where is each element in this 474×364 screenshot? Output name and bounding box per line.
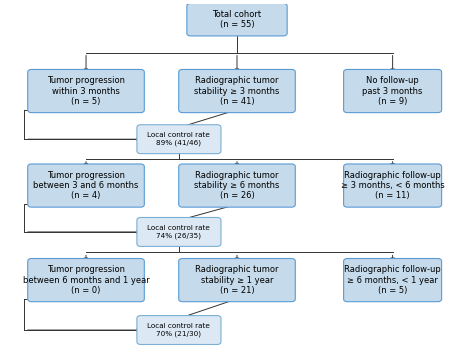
FancyBboxPatch shape bbox=[179, 164, 295, 207]
FancyBboxPatch shape bbox=[137, 218, 221, 246]
FancyBboxPatch shape bbox=[28, 70, 144, 112]
FancyBboxPatch shape bbox=[28, 258, 144, 302]
FancyBboxPatch shape bbox=[137, 316, 221, 344]
Text: Tumor progression
within 3 months
(n = 5): Tumor progression within 3 months (n = 5… bbox=[47, 76, 125, 106]
FancyBboxPatch shape bbox=[28, 164, 144, 207]
FancyBboxPatch shape bbox=[187, 4, 287, 36]
Text: Tumor progression
between 3 and 6 months
(n = 4): Tumor progression between 3 and 6 months… bbox=[33, 171, 139, 201]
FancyBboxPatch shape bbox=[179, 258, 295, 302]
Text: Local control rate
70% (21/30): Local control rate 70% (21/30) bbox=[147, 323, 210, 337]
Text: Radiographic tumor
stability ≥ 1 year
(n = 21): Radiographic tumor stability ≥ 1 year (n… bbox=[195, 265, 279, 295]
Text: Total cohort
(n = 55): Total cohort (n = 55) bbox=[212, 10, 262, 29]
Text: Radiographic tumor
stability ≥ 6 months
(n = 26): Radiographic tumor stability ≥ 6 months … bbox=[194, 171, 280, 201]
Text: Local control rate
74% (26/35): Local control rate 74% (26/35) bbox=[147, 225, 210, 239]
FancyBboxPatch shape bbox=[137, 125, 221, 154]
Text: Radiographic follow-up
≥ 6 months, < 1 year
(n = 5): Radiographic follow-up ≥ 6 months, < 1 y… bbox=[344, 265, 441, 295]
FancyBboxPatch shape bbox=[344, 70, 442, 112]
Text: Tumor progression
between 6 months and 1 year
(n = 0): Tumor progression between 6 months and 1… bbox=[23, 265, 149, 295]
FancyBboxPatch shape bbox=[344, 164, 442, 207]
Text: Local control rate
89% (41/46): Local control rate 89% (41/46) bbox=[147, 132, 210, 146]
Text: Radiographic tumor
stability ≥ 3 months
(n = 41): Radiographic tumor stability ≥ 3 months … bbox=[194, 76, 280, 106]
Text: Radiographic follow-up
≥ 3 months, < 6 months
(n = 11): Radiographic follow-up ≥ 3 months, < 6 m… bbox=[341, 171, 445, 201]
FancyBboxPatch shape bbox=[344, 258, 442, 302]
FancyBboxPatch shape bbox=[179, 70, 295, 112]
Text: No follow-up
past 3 months
(n = 9): No follow-up past 3 months (n = 9) bbox=[363, 76, 423, 106]
